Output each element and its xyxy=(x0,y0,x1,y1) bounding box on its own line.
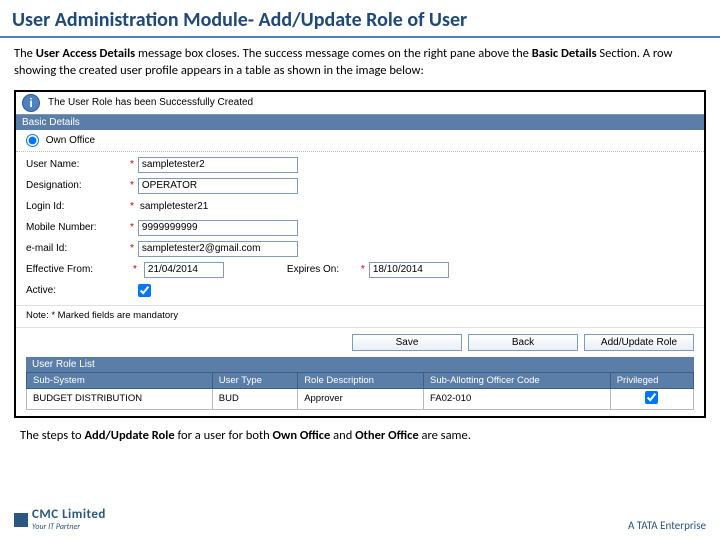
required-mark: * xyxy=(130,201,134,212)
intro-bold-1: User Access Details xyxy=(36,46,135,61)
mobile-input[interactable] xyxy=(138,220,298,236)
own-office-radio[interactable] xyxy=(26,134,39,147)
login-id-value: sampletester21 xyxy=(138,201,208,212)
required-mark: * xyxy=(133,264,137,275)
outro-b1: Add/Update Role xyxy=(84,428,174,443)
required-mark: * xyxy=(361,264,365,275)
slide-footer: CMC Limited Your IT Partner A TATA Enter… xyxy=(0,507,720,532)
cmc-tagline: Your IT Partner xyxy=(32,522,106,532)
outro-2: for a user for both xyxy=(175,428,273,443)
col-role-description: Role Description xyxy=(298,372,424,388)
button-row: Save Back Add/Update Role xyxy=(16,327,704,357)
email-input[interactable] xyxy=(138,241,298,257)
basic-details-header: Basic Details xyxy=(16,115,704,130)
office-scope-row: Own Office xyxy=(16,130,704,152)
back-button[interactable]: Back xyxy=(468,334,578,351)
user-name-label: User Name: xyxy=(26,159,126,170)
outro-3: and xyxy=(330,428,355,443)
outro-1: The steps to xyxy=(20,428,84,443)
outro-b3: Other Office xyxy=(355,428,419,443)
add-update-role-button[interactable]: Add/Update Role xyxy=(584,334,694,351)
expires-on-input[interactable] xyxy=(369,262,449,278)
app-screenshot: i The User Role has been Successfully Cr… xyxy=(14,90,706,418)
tata-enterprise-text: A TATA Enterprise xyxy=(628,519,706,532)
effective-from-label: Effective From: xyxy=(26,264,126,275)
cell-privileged xyxy=(610,388,693,409)
designation-input[interactable] xyxy=(138,178,298,194)
cmc-logo-text: CMC Limited xyxy=(32,507,106,522)
col-user-type: User Type xyxy=(212,372,297,388)
active-label: Active: xyxy=(26,285,126,296)
required-mark: * xyxy=(130,180,134,191)
mobile-label: Mobile Number: xyxy=(26,222,126,233)
info-icon: i xyxy=(22,94,40,112)
cell-sub-system: BUDGET DISTRIBUTION xyxy=(27,388,213,409)
col-sub-allotting-officer: Sub-Allotting Officer Code xyxy=(424,372,611,388)
privileged-checkbox[interactable] xyxy=(645,391,658,404)
intro-paragraph: The User Access Details message box clos… xyxy=(0,44,720,86)
form-grid: User Name: * Designation: * Login Id: * … xyxy=(16,152,704,305)
role-table-header-row: Sub-System User Type Role Description Su… xyxy=(27,372,694,388)
slide-title: User Administration Module- Add/Update R… xyxy=(0,0,720,38)
role-table: Sub-System User Type Role Description Su… xyxy=(26,372,694,410)
active-checkbox[interactable] xyxy=(138,284,151,297)
intro-text-1: The xyxy=(14,46,36,61)
cell-officer-code: FA02-010 xyxy=(424,388,611,409)
required-mark: * xyxy=(130,222,134,233)
required-mark: * xyxy=(130,243,134,254)
mandatory-note: Note: * Marked fields are mandatory xyxy=(16,305,704,327)
success-message-bar: i The User Role has been Successfully Cr… xyxy=(16,92,704,115)
cmc-logo-icon xyxy=(14,513,28,527)
email-label: e-mail Id: xyxy=(26,243,126,254)
designation-label: Designation: xyxy=(26,180,126,191)
cell-user-type: BUD xyxy=(212,388,297,409)
col-privileged: Privileged xyxy=(610,372,693,388)
user-name-input[interactable] xyxy=(138,157,298,173)
login-id-label: Login Id: xyxy=(26,201,126,212)
cell-role-description: Approver xyxy=(298,388,424,409)
user-role-list-header: User Role List xyxy=(26,357,694,372)
table-row[interactable]: BUDGET DISTRIBUTION BUD Approver FA02-01… xyxy=(27,388,694,409)
intro-text-2: message box closes. The success message … xyxy=(135,46,532,61)
intro-bold-2: Basic Details xyxy=(532,46,597,61)
expires-on-label: Expires On: xyxy=(287,264,357,275)
own-office-label: Own Office xyxy=(46,135,95,146)
cmc-logo: CMC Limited Your IT Partner xyxy=(14,507,106,532)
outro-paragraph: The steps to Add/Update Role for a user … xyxy=(0,418,720,443)
effective-from-input[interactable] xyxy=(144,262,224,278)
success-message-text: The User Role has been Successfully Crea… xyxy=(48,97,253,108)
outro-b2: Own Office xyxy=(273,428,331,443)
required-mark: * xyxy=(130,159,134,170)
save-button[interactable]: Save xyxy=(352,334,462,351)
outro-4: are same. xyxy=(419,428,471,443)
col-sub-system: Sub-System xyxy=(27,372,213,388)
